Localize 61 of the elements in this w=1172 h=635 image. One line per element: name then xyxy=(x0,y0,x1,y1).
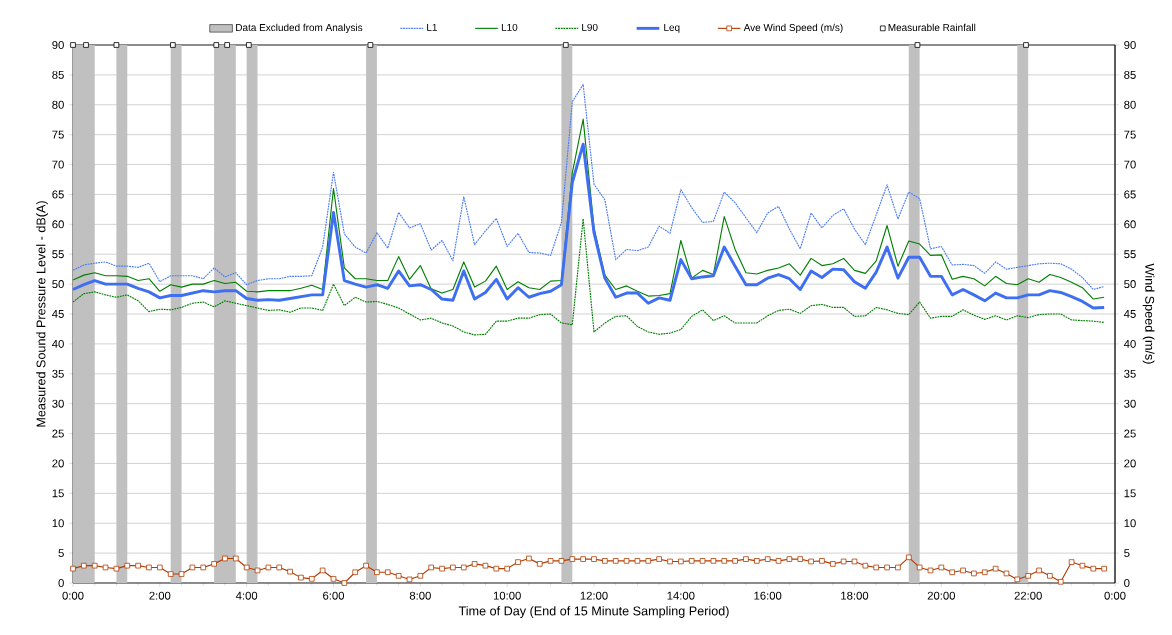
y2-tick-label: 30 xyxy=(1124,399,1136,408)
y2-tick-label: 80 xyxy=(1124,100,1136,109)
y-tick-label: 70 xyxy=(52,160,64,169)
y-tick-label: 15 xyxy=(52,489,64,498)
y-tick-label: 0 xyxy=(58,579,64,587)
y-tick-label: 90 xyxy=(52,41,64,49)
legend-label: L90 xyxy=(582,23,598,31)
x-tick-label: 6:00 xyxy=(323,591,345,600)
x-tick-label: 20:00 xyxy=(927,591,956,600)
y2-tick-label: 85 xyxy=(1124,70,1136,79)
x-tick-label: 2:00 xyxy=(149,591,171,600)
x-tick-label: 4:00 xyxy=(235,591,258,600)
y-tick-label: 30 xyxy=(52,399,64,408)
y-tick-label: 65 xyxy=(52,190,64,199)
y2-tick-label: 60 xyxy=(1124,220,1136,229)
y2-tick-label: 25 xyxy=(1124,429,1136,438)
y-tick-label: 75 xyxy=(52,130,64,139)
y2-tick-label: 55 xyxy=(1124,250,1136,259)
y2-tick-label: 20 xyxy=(1124,459,1136,468)
y2-tick-label: 90 xyxy=(1124,41,1136,49)
legend-label: L1 xyxy=(427,23,437,31)
y2-tick-label: 10 xyxy=(1124,519,1136,528)
legend-label: L10 xyxy=(501,23,518,31)
y2-tick-label: 50 xyxy=(1124,280,1136,289)
x-tick-label: 8:00 xyxy=(409,591,431,600)
y2-tick-label: 45 xyxy=(1123,310,1136,318)
y-axis-title: Measured Sound Pressure Level - dB(A) xyxy=(36,201,48,427)
y-tick-label: 35 xyxy=(52,369,64,378)
x-tick-label: 14:00 xyxy=(667,591,695,600)
x-tick-label: 16:00 xyxy=(754,591,782,600)
y-tick-label: 5 xyxy=(58,549,64,558)
legend-label: Leq xyxy=(664,23,680,33)
x-tick-label: 0:00 xyxy=(1104,591,1126,600)
y-tick-label: 10 xyxy=(52,519,64,528)
y2-tick-label: 15 xyxy=(1124,489,1136,498)
y-tick-label: 85 xyxy=(52,70,64,79)
y2-tick-label: 75 xyxy=(1124,130,1136,139)
x-tick-label: 22:00 xyxy=(1014,591,1042,600)
legend-label: Measurable Rainfall xyxy=(888,23,976,32)
x-tick-label: 18:00 xyxy=(841,591,869,600)
y-tick-label: 60 xyxy=(52,220,64,229)
y2-tick-label: 70 xyxy=(1124,160,1136,169)
y-tick-label: 50 xyxy=(52,280,64,289)
y-tick-label: 25 xyxy=(52,429,64,438)
x-tick-label: 0:00 xyxy=(62,591,84,600)
y-tick-label: 40 xyxy=(52,339,64,348)
y2-tick-label: 65 xyxy=(1124,190,1136,199)
y2-tick-label: 0 xyxy=(1124,579,1130,587)
y2-tick-label: 5 xyxy=(1124,549,1130,558)
x-tick-label: 12:00 xyxy=(580,591,608,600)
y2-tick-label: 35 xyxy=(1124,369,1136,378)
y2-axis-title: Wind Speed (m/s) xyxy=(1142,263,1155,364)
x-tick-label: 10:00 xyxy=(493,591,521,600)
legend-label: Ave Wind Speed (m/s) xyxy=(743,23,843,34)
x-axis-title: Time of Day (End of 15 Minute Sampling Period) xyxy=(458,606,729,618)
legend-label: Data Excluded from Analysis xyxy=(236,23,363,34)
y-tick-label: 55 xyxy=(52,250,64,259)
y-tick-label: 20 xyxy=(52,459,64,468)
y-tick-label: 80 xyxy=(52,100,64,109)
y-tick-label: 45 xyxy=(52,310,64,318)
y2-tick-label: 40 xyxy=(1123,339,1136,348)
